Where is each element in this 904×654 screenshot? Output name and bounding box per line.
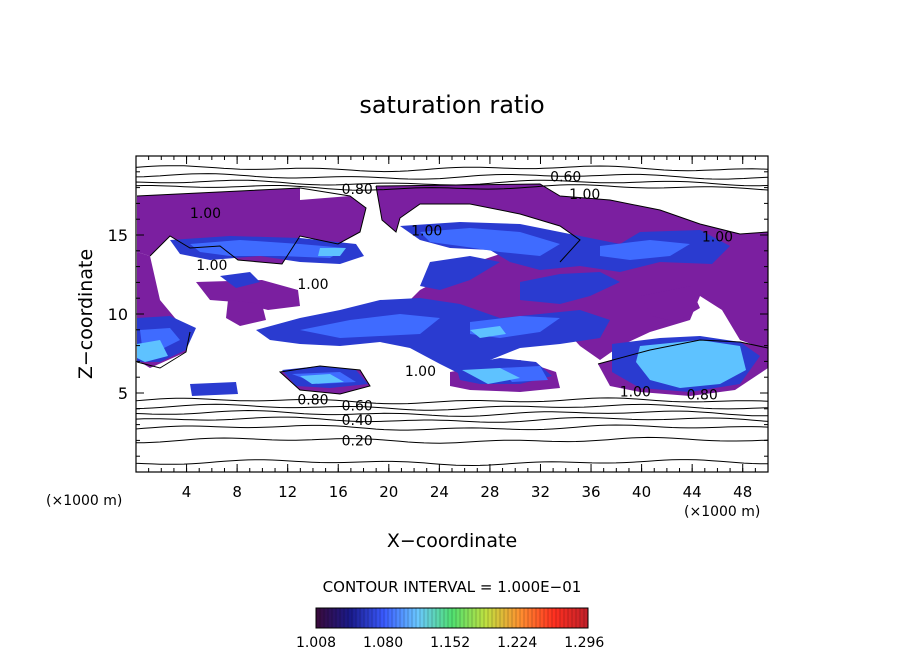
field-region	[640, 286, 700, 322]
field-region	[600, 240, 690, 260]
x-tick-label: 44	[683, 483, 702, 501]
x-tick-label: 28	[480, 483, 499, 501]
contour-label: 1.00	[405, 364, 436, 380]
contour-line	[135, 184, 769, 191]
colorbar-tick-label: 1.296	[564, 635, 604, 651]
x-tick-label: 4	[182, 483, 192, 501]
y-tick-label: 5	[118, 384, 128, 403]
plot-area: 0.60 0.80 1.00 1.00 1.00 1.00 1.00 1.00 1.00 1.00…	[135, 155, 769, 473]
contour-line	[135, 173, 769, 180]
contour-label: 0.80	[687, 388, 718, 404]
contour-labels: 0.60 0.80 1.00 1.00 1.00 1.00 1.00 1.00 1.00 1.00…	[190, 170, 733, 450]
field-region	[318, 248, 346, 256]
contour-label: 0.80	[342, 182, 373, 198]
field-region	[300, 314, 440, 338]
contour-line	[135, 403, 769, 411]
colorbar-tick-label: 1.224	[497, 635, 537, 651]
field-region	[420, 228, 560, 256]
contour-lines	[135, 165, 769, 467]
contour-line	[375, 183, 769, 235]
contour-label: 1.00	[297, 277, 328, 293]
contour-line	[135, 409, 768, 417]
field-region	[226, 300, 266, 326]
contour-line	[136, 331, 191, 369]
y-tick-label: 10	[108, 305, 128, 324]
saturation-field	[137, 184, 768, 396]
x-axis-label: X−coordinate	[387, 530, 517, 552]
field-region	[196, 280, 300, 310]
x-unit-left: (×1000 m)	[46, 493, 122, 509]
field-region	[137, 340, 168, 362]
contour-label: 0.60	[550, 170, 581, 186]
x-tick-label: 32	[531, 483, 550, 501]
contour-label: 1.00	[190, 206, 221, 222]
field-region	[470, 326, 506, 338]
field-region	[462, 368, 520, 384]
colorbar-tick-labels: 1.008 1.080 1.152 1.224 1.296	[296, 635, 604, 651]
contour-label: 0.40	[342, 413, 373, 429]
colorbar-stripes	[319, 608, 585, 628]
x-tick-label: 12	[278, 483, 297, 501]
contour-line	[375, 185, 581, 263]
colorbar-tick-label: 1.152	[430, 635, 470, 651]
field-region	[190, 382, 238, 396]
colorbar: 1.008 1.080 1.152 1.224 1.296	[296, 607, 604, 651]
x-tick-label: 24	[430, 483, 449, 501]
field-region	[636, 340, 746, 388]
y-tick-label: 15	[108, 226, 128, 245]
contour-line	[135, 424, 769, 431]
colorbar-tick-label: 1.008	[296, 635, 336, 651]
y-axis-ticks: 5 10 15	[108, 171, 768, 457]
contour-line	[135, 165, 769, 173]
contour-label: 0.80	[297, 392, 328, 408]
contour-line	[135, 436, 769, 444]
contour-line	[597, 339, 769, 365]
x-tick-label: 36	[581, 483, 600, 501]
x-axis-ticks: 4 8 12 16 20 24 28 32 36 40 44 48	[148, 156, 756, 501]
contour-label: 1.00	[702, 230, 733, 246]
x-tick-label: 20	[379, 483, 398, 501]
field-region	[520, 272, 620, 304]
x-tick-label: 16	[329, 483, 348, 501]
contour-line	[136, 187, 367, 265]
contour-line	[278, 365, 371, 395]
contour-label: 1.00	[569, 187, 600, 203]
contour-line	[135, 459, 769, 467]
field-region	[220, 272, 260, 288]
contour-label: 0.60	[342, 399, 373, 415]
contour-label: 1.00	[411, 223, 442, 239]
x-unit-right: (×1000 m)	[684, 504, 760, 520]
colorbar-tick-label: 1.080	[363, 635, 403, 651]
contour-label: 0.20	[342, 433, 373, 449]
y-axis-label: Z−coordinate	[75, 249, 97, 379]
x-tick-label: 48	[733, 483, 752, 501]
contour-label: 1.00	[196, 258, 227, 274]
colorbar-gradient	[315, 607, 589, 629]
chart-title: saturation ratio	[359, 91, 544, 119]
x-tick-label: 40	[632, 483, 651, 501]
contour-interval-text: CONTOUR INTERVAL = 1.000E−01	[323, 578, 582, 596]
field-region	[300, 374, 344, 384]
x-tick-label: 8	[232, 483, 242, 501]
contour-line	[135, 397, 769, 405]
field-region	[420, 256, 500, 290]
contour-line	[135, 416, 769, 423]
contour-label: 1.00	[620, 384, 651, 400]
